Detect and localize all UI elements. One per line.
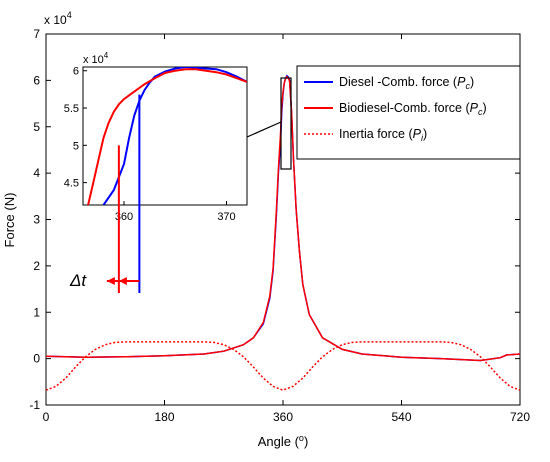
- delta-t-arrow-head-left: [106, 277, 115, 285]
- y-tick-label: 7: [33, 27, 40, 41]
- zoom-connector: [246, 121, 282, 138]
- inset-x-tick-label: 370: [217, 211, 235, 223]
- inset-series-line-1: [87, 68, 247, 205]
- series-line-2: [45, 341, 521, 392]
- legend-box: [296, 65, 521, 160]
- delta-t-arrow-head-right: [118, 277, 127, 285]
- x-tick-label: 0: [43, 410, 50, 424]
- inset-y-tick-label: 6: [73, 66, 79, 78]
- legend-label: Biodiesel-Comb. force (Pc): [339, 101, 487, 117]
- legend-label: Diesel -Comb. force (Pc): [339, 75, 474, 91]
- x-tick-label: 180: [154, 410, 174, 424]
- inset-y-tick-label: 4.5: [64, 178, 79, 190]
- x-tick-label: 720: [510, 410, 530, 424]
- y-tick-label: 6: [33, 73, 40, 87]
- y-multiplier: x 104: [44, 10, 72, 27]
- inset-ticks: 360 370 4.5 5 5.5 6: [64, 66, 236, 223]
- x-axis-label: Angle (o): [258, 433, 309, 449]
- inset-series: [87, 67, 247, 205]
- inset-x-tick-label: 360: [115, 211, 133, 223]
- inset-y-tick-label: 5: [73, 140, 79, 152]
- inset-multiplier: x 104: [83, 51, 109, 66]
- y-tick-label: 3: [33, 213, 40, 227]
- inset-y-tick-label: 5.5: [64, 103, 79, 115]
- y-tick-label: -1: [29, 398, 40, 412]
- legend-label: Inertia force (Pi): [339, 127, 427, 143]
- y-tick-label: 4: [33, 166, 40, 180]
- y-axis-label: Force (N): [2, 193, 17, 248]
- inset-series-line-0: [102, 67, 247, 205]
- delta-t-label: Δt: [69, 271, 87, 290]
- x-tick-label: 540: [391, 410, 411, 424]
- y-tick-label: 1: [33, 305, 40, 319]
- y-tick-label: 0: [33, 352, 40, 366]
- y-tick-label: 2: [33, 259, 40, 273]
- y-tick-label: 5: [33, 120, 40, 134]
- x-tick-label: 360: [273, 410, 293, 424]
- inset-area: [82, 66, 248, 206]
- zoom-box: [280, 77, 292, 170]
- legend: Diesel -Comb. force (Pc) Biodiesel-Comb. …: [304, 75, 487, 143]
